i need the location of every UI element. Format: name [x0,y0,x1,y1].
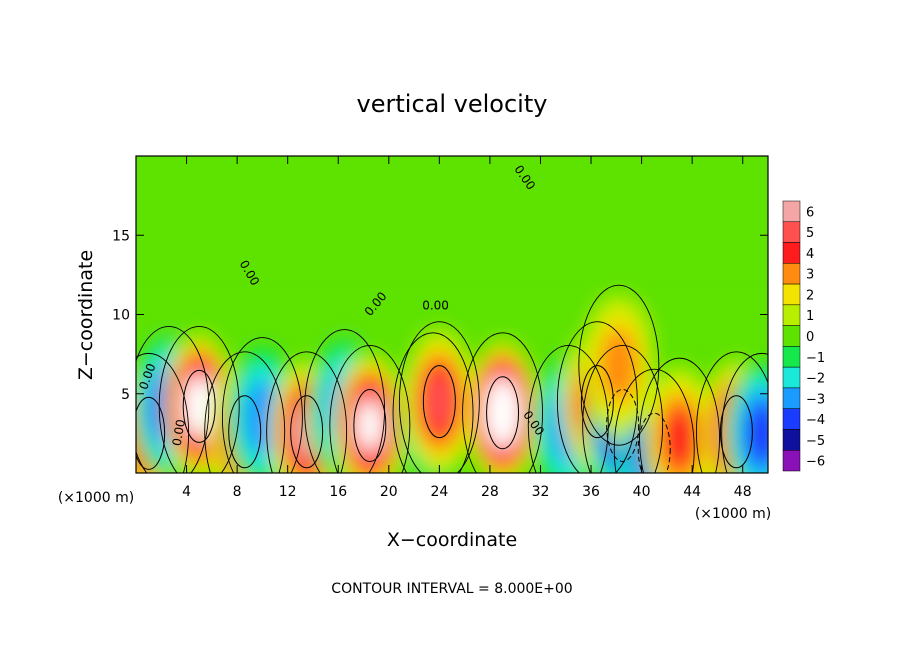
colorbar-label: −4 [806,413,825,428]
zero-contour [462,332,543,473]
colorbar-label: 0 [806,330,814,345]
x-tick-label: 12 [279,484,297,500]
field-blob [357,403,382,448]
field-blob [187,385,211,428]
x-axis-ticks: 4 8 12 16 20 24 28 32 36 40 44 48 [182,156,752,500]
x-tick-label: 32 [532,484,550,500]
contour-line [422,365,456,439]
zero-contour [721,352,768,473]
colorbar-label: −6 [806,455,825,470]
colorbar-label: 1 [806,309,814,324]
zero-contour [639,357,720,473]
velocity-field: 0.000.000.000.000.000.00 0.000.00 [49,156,768,473]
x-tick-label: 4 [182,484,191,500]
colorbar-segment [782,408,801,430]
colorbar-label: −3 [806,392,825,407]
zero-contour [578,284,660,446]
x-tick-label: 20 [380,484,398,500]
contour-line [580,365,614,439]
x-tick-label: 40 [633,484,651,500]
zero-contour [204,351,286,473]
colorbar-segment [782,304,801,326]
x-tick-label: 48 [734,484,752,500]
zero-contour [613,368,695,473]
colorbar-label: 5 [806,226,814,241]
zero-contour [527,345,609,473]
zero-contour [266,351,348,473]
contour-line [182,369,216,443]
y-tick-label: 15 [112,228,130,244]
zero-contour [136,326,210,473]
colorbar-label: −1 [806,351,825,366]
contour-line [486,376,520,450]
colorbar-label: 2 [806,288,814,303]
field-blob [599,328,638,402]
y-axis-label: Z−coordinate [75,250,97,380]
colorbar: 6 5 4 3 2 1 0 −1 −2 −3 −4 −5 −6 [782,200,825,472]
y-tick-label: 5 [121,387,130,403]
x-axis-label: X−coordinate [387,529,517,551]
y-tick-label: 10 [112,308,130,324]
contour-label: 0.00 [49,370,69,399]
zero-contour [392,332,474,473]
y-axis-ticks: 5 10 15 [112,228,768,403]
contour-line [637,412,671,473]
colorbar-segment [782,325,801,347]
colorbar-segment [782,242,801,264]
zero-contour [582,345,664,473]
contour-line [353,388,387,462]
contour-label: 0.00 [170,418,188,447]
colorbar-segment [782,200,801,223]
x-tick-label: 44 [683,484,701,500]
x-tick-label: 36 [582,484,600,500]
field-blob [491,392,514,433]
x-tick-label: 28 [481,484,499,500]
colorbar-segment [782,366,801,389]
zero-contour [329,345,411,473]
field-blob [663,407,696,469]
colorbar-segment [782,263,801,285]
colorbar-label: −2 [806,372,825,387]
contour-label: 0.00 [422,299,449,313]
colorbar-segment [782,449,801,472]
x-tick-label: 16 [329,484,347,500]
contour-line [136,396,166,470]
contour-line [228,395,262,469]
zero-contour [556,321,638,473]
zero-contour [221,337,303,473]
colorbar-segment [782,221,801,243]
colorbar-segment [782,346,801,368]
chart-title: vertical velocity [357,90,548,118]
x-unit-right: (×1000 m) [695,506,771,522]
zero-contour [398,321,480,473]
colorbar-segment [782,283,801,306]
colorbar-label: 4 [806,247,814,262]
colorbar-label: −5 [806,434,825,449]
contour-interval-note: CONTOUR INTERVAL = 8.000E+00 [331,581,572,597]
colorbar-segment [782,429,801,451]
x-tick-label: 24 [430,484,448,500]
colorbar-label: 6 [806,205,814,220]
field-blob [425,374,454,429]
colorbar-segment [782,387,801,409]
x-tick-label: 8 [233,484,242,500]
zero-contour [158,326,240,473]
contour-line [606,388,640,462]
contour-line [719,395,753,469]
zero-contour [695,351,768,473]
contour-line [290,395,324,469]
x-unit-left: (×1000 m) [58,490,134,506]
field-blob [745,402,768,465]
colorbar-label: 3 [806,268,814,283]
